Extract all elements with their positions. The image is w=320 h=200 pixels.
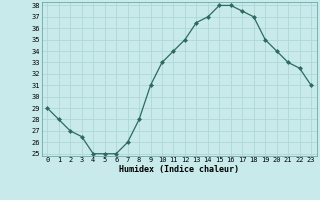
X-axis label: Humidex (Indice chaleur): Humidex (Indice chaleur) xyxy=(119,165,239,174)
